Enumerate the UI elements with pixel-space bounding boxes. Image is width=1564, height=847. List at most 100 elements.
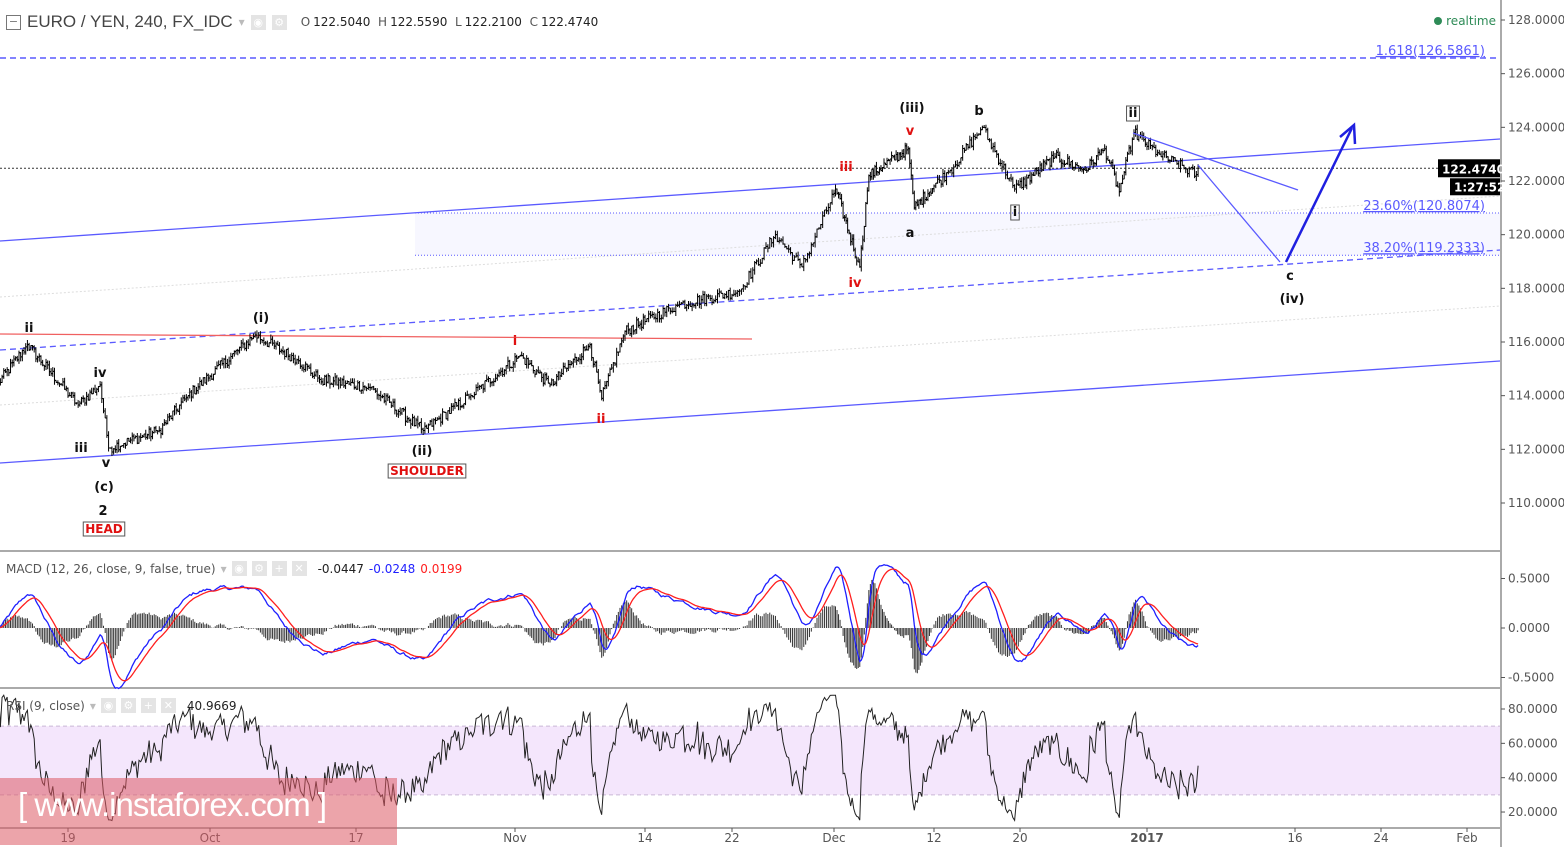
eye-icon[interactable]: ◉ — [250, 14, 266, 30]
price-bar — [710, 295, 714, 306]
price-tick-label: 110.0000 — [1508, 496, 1564, 510]
price-bar — [804, 258, 808, 263]
gear-icon[interactable]: ⚙ — [251, 561, 267, 576]
price-bar — [441, 408, 445, 425]
price-bar — [701, 290, 705, 304]
price-bar — [451, 403, 455, 411]
price-bar — [708, 294, 712, 302]
collapse-icon[interactable]: − — [6, 14, 21, 30]
projection-line-down — [1197, 164, 1281, 263]
price-bar — [225, 358, 229, 369]
time-tick-label: 14 — [637, 831, 652, 845]
time-tick-label: Dec — [822, 831, 845, 845]
gear-icon[interactable]: ⚙ — [271, 14, 287, 30]
price-bar — [309, 363, 313, 377]
plus-icon[interactable]: + — [140, 698, 156, 713]
price-bar — [205, 372, 209, 385]
wave-label: (i) — [253, 311, 269, 326]
wave-label: v — [102, 456, 111, 471]
price-bar — [83, 397, 87, 406]
price-bar — [595, 360, 599, 373]
time-tick-label: Feb — [1456, 831, 1477, 845]
macd-legend: MACD (12, 26, close, 9, false, true) ▾ ◉… — [6, 561, 462, 576]
price-bar — [398, 407, 402, 416]
price-bar — [984, 124, 988, 133]
price-tick-label: 114.0000 — [1508, 389, 1564, 403]
price-bar — [52, 367, 56, 385]
price-bar — [331, 376, 335, 388]
plus-icon[interactable]: + — [271, 561, 287, 576]
price-bar — [738, 289, 742, 297]
price-bar — [1023, 176, 1027, 188]
price-bar — [739, 288, 743, 295]
price-bar — [239, 339, 243, 351]
price-bar — [1130, 137, 1134, 156]
price-bar — [347, 381, 351, 386]
price-bar — [211, 373, 215, 381]
price-bar — [954, 160, 957, 168]
price-bar — [135, 432, 139, 445]
price-bar — [167, 413, 171, 422]
price-bar — [262, 337, 266, 346]
price-bar — [283, 349, 287, 360]
price-bar — [626, 322, 630, 335]
price-bar — [419, 418, 423, 434]
price-tick-label: 120.0000 — [1508, 228, 1564, 242]
gear-icon[interactable]: ⚙ — [120, 698, 136, 713]
price-bar — [472, 391, 476, 400]
price-bar — [405, 415, 409, 424]
wave-label: b — [974, 104, 983, 119]
countdown-tag — [1450, 178, 1500, 196]
price-bar — [373, 388, 377, 393]
price-bar — [941, 168, 945, 187]
price-bar — [959, 157, 963, 165]
price-bar — [523, 357, 527, 365]
close-icon[interactable]: ✕ — [291, 561, 307, 576]
macd-line — [0, 563, 1199, 690]
price-bar — [550, 378, 554, 386]
fib-level-label: 1.618(126.5861) — [1376, 44, 1485, 59]
price-bar — [271, 336, 275, 346]
price-bar — [117, 439, 121, 453]
price-bar — [1117, 182, 1121, 197]
price-bar — [181, 394, 185, 404]
lower-channel-line — [0, 360, 1501, 464]
wave-label: ii — [597, 412, 606, 427]
price-bar — [656, 308, 660, 323]
close-icon[interactable]: ✕ — [160, 698, 176, 713]
price-bar — [575, 356, 579, 366]
eye-icon[interactable]: ◉ — [100, 698, 116, 713]
price-bar — [968, 135, 972, 149]
chevron-down-icon[interactable]: ▾ — [238, 15, 245, 29]
price-bar — [90, 387, 94, 395]
price-bar — [1154, 144, 1158, 158]
price-bar — [643, 314, 647, 325]
price-bar — [640, 319, 644, 331]
price-bar — [966, 143, 970, 150]
chevron-down-icon[interactable]: ▾ — [89, 698, 96, 713]
price-bar — [462, 403, 466, 409]
eye-icon[interactable]: ◉ — [231, 561, 247, 576]
price-bar — [178, 404, 182, 416]
macd-title[interactable]: MACD (12, 26, close, 9, false, true) — [6, 561, 216, 576]
price-bar — [635, 316, 639, 334]
chevron-down-icon[interactable]: ▾ — [220, 561, 227, 576]
price-bar — [732, 289, 736, 297]
price-bar — [200, 379, 204, 386]
price-bar — [446, 410, 450, 421]
price-bar — [2, 368, 6, 379]
price-bar — [717, 288, 721, 298]
price-bar — [164, 419, 168, 426]
price-bar — [125, 437, 129, 446]
price-bar — [305, 363, 309, 371]
wave-label: 2 — [98, 504, 107, 519]
price-bar — [623, 330, 627, 341]
price-bar — [1014, 179, 1018, 194]
price-bar — [1050, 151, 1054, 168]
last-price-value: 122.4740 — [1442, 162, 1505, 176]
symbol-title[interactable]: EURO / YEN, 240, FX_IDC — [27, 12, 233, 31]
price-bar — [449, 403, 453, 414]
price-bar — [952, 164, 956, 178]
rsi-title[interactable]: RSI (9, close) — [6, 698, 85, 713]
